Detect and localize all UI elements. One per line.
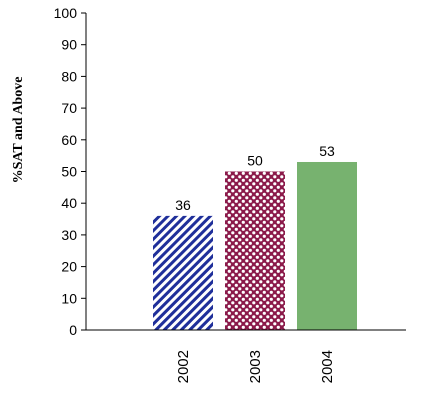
x-axis-tick-labels: 2002 2003 2004 [175, 350, 336, 383]
bars [153, 161, 357, 330]
y-tick-label: 50 [61, 164, 77, 180]
data-label-2002: 36 [175, 197, 191, 213]
x-tick-label-2003: 2003 [247, 350, 264, 383]
y-tick-label: 90 [61, 37, 77, 53]
data-label-2004: 53 [319, 143, 335, 159]
y-tick-label: 20 [61, 259, 77, 275]
x-tick-label-2004: 2004 [319, 350, 336, 383]
y-tick-label: 70 [61, 100, 77, 116]
y-tick-label: 80 [61, 68, 77, 84]
bar-2002 [153, 215, 213, 330]
y-axis-ticks: 0 10 20 30 40 50 60 70 80 90 100 [54, 5, 86, 338]
data-label-2003: 50 [247, 153, 263, 169]
bar-2004 [297, 161, 357, 330]
y-tick-label: 40 [61, 195, 77, 211]
data-labels: 36 50 53 [175, 143, 335, 213]
y-tick-label: 60 [61, 132, 77, 148]
y-tick-label: 10 [61, 290, 77, 306]
y-tick-label: 30 [61, 227, 77, 243]
bar-2003 [225, 171, 285, 330]
x-tick-label-2002: 2002 [175, 350, 192, 383]
y-axis-label: %SAT and Above [11, 77, 26, 184]
y-tick-label: 0 [69, 322, 77, 338]
y-tick-label: 100 [54, 5, 78, 21]
